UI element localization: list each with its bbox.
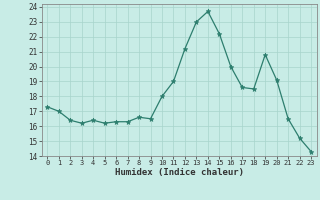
X-axis label: Humidex (Indice chaleur): Humidex (Indice chaleur): [115, 168, 244, 177]
